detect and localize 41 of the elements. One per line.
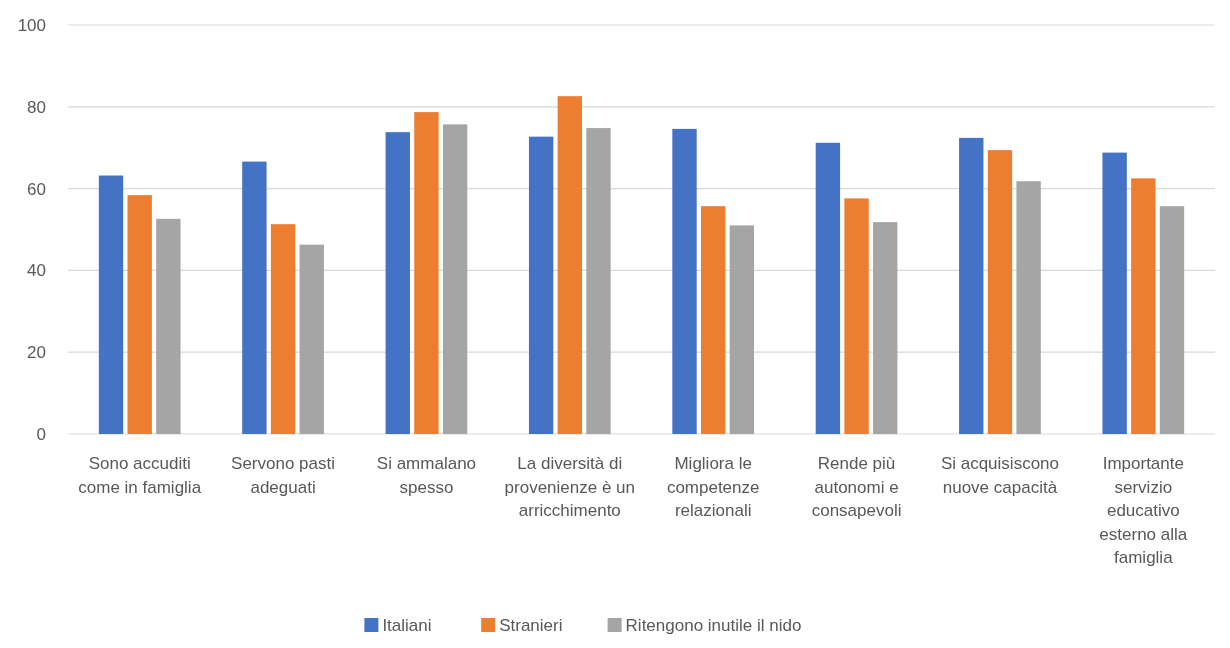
bar [672, 128, 697, 434]
bar [414, 112, 439, 434]
x-tick-label: Sono accuditi come in famiglia [78, 454, 202, 497]
bar [156, 218, 181, 434]
y-tick-label: 40 [27, 261, 46, 281]
bar [557, 96, 582, 434]
bar [987, 150, 1013, 434]
bar [1016, 181, 1041, 434]
bar [729, 225, 755, 434]
x-tick-label: Si ammalano spesso [376, 454, 477, 497]
bar [1159, 206, 1185, 434]
x-tick-label: Migliora le competenze relazionali [666, 454, 760, 520]
bar [98, 175, 124, 434]
y-tick-label: 80 [27, 97, 46, 117]
legend-label: Ritengono inutile il nido [625, 615, 802, 635]
bar [127, 195, 152, 434]
legend-label: Stranieri [499, 615, 563, 635]
bar [959, 137, 984, 434]
bar [242, 161, 267, 434]
y-tick-label: 100 [17, 15, 46, 35]
y-tick-label: 60 [27, 179, 46, 199]
bar [1102, 152, 1127, 434]
x-tick-label: Servono pasti adeguati [231, 454, 336, 497]
bar [442, 124, 468, 434]
x-tick-label: La diversità di provenienze è un arricchimento [504, 454, 636, 520]
bar [299, 244, 324, 434]
bar [1131, 178, 1156, 434]
x-tick-label: Importante servizio educativo esterno alla famiglia [1099, 454, 1188, 567]
bar [270, 224, 296, 434]
bar [385, 132, 410, 434]
legend-label: Italiani [382, 615, 432, 635]
y-tick-label: 20 [27, 343, 46, 363]
bar [586, 128, 611, 434]
x-tick-label: Rende più autonomi e consapevoli [811, 454, 902, 520]
bar [815, 142, 841, 434]
bar [701, 206, 726, 434]
x-tick-label: Si acquisiscono nuove capacità [940, 454, 1059, 497]
y-tick-label: 0 [36, 424, 46, 444]
bar [844, 198, 869, 434]
bar [528, 136, 554, 434]
bar [873, 222, 898, 434]
